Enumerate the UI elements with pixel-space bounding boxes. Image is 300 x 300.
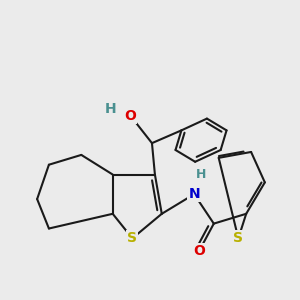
Text: H: H xyxy=(105,102,117,116)
Text: O: O xyxy=(124,109,136,123)
Text: S: S xyxy=(233,231,243,245)
Text: H: H xyxy=(196,168,206,181)
Text: O: O xyxy=(193,244,205,258)
Text: S: S xyxy=(127,231,137,245)
Text: N: N xyxy=(188,187,200,201)
